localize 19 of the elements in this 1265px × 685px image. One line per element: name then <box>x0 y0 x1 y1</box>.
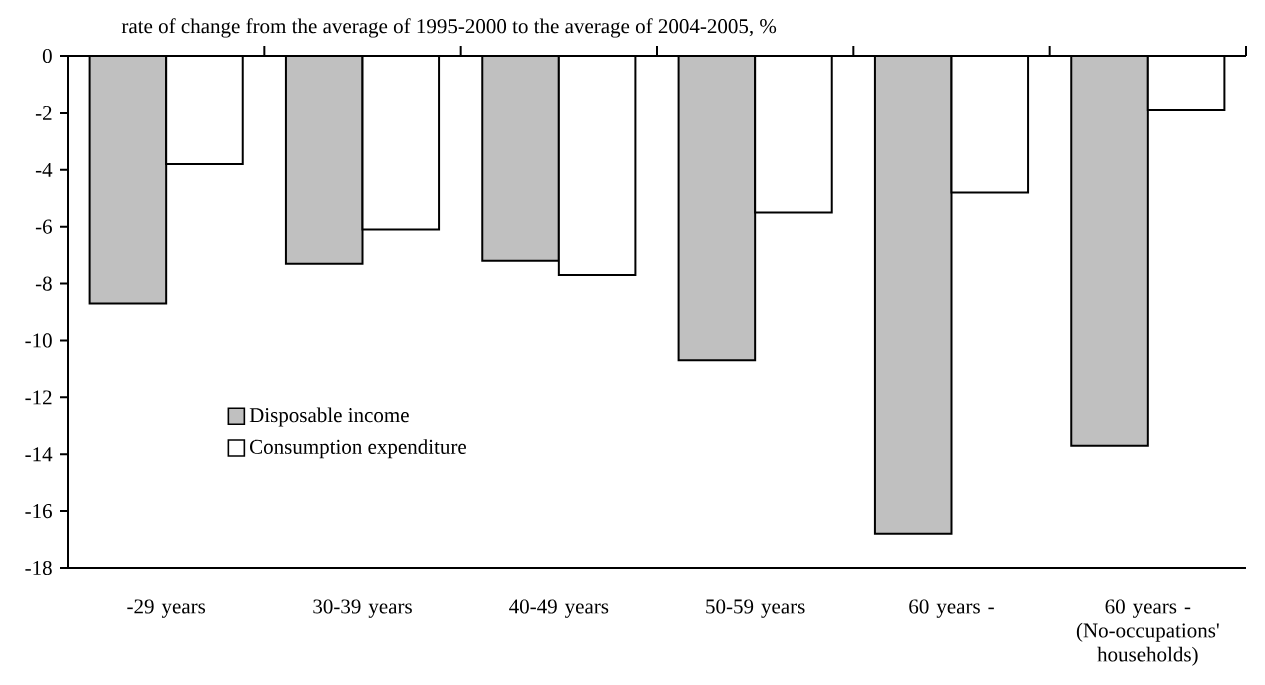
y-tick-label: -14 <box>25 447 53 462</box>
y-tick-label: -18 <box>25 560 52 576</box>
x-tick-label: 60 years - <box>909 599 994 618</box>
y-tick-label: -8 <box>35 276 52 291</box>
legend-label: Consumption expenditure <box>250 439 466 459</box>
y-tick-label: 0 <box>42 48 52 64</box>
x-tick-label: 30-39 years <box>313 599 412 618</box>
y-tick-label: -6 <box>35 219 52 234</box>
x-tick-label: 50-59 years <box>706 599 805 618</box>
x-tick-label: 60 years - (No-occupations' households) <box>1076 599 1219 666</box>
legend-label: Disposable income <box>249 407 409 427</box>
x-tick-label: -29 years <box>127 599 206 618</box>
y-tick-label: -2 <box>35 105 52 120</box>
y-tick-label: -12 <box>25 390 52 405</box>
x-tick-label: 40-49 years <box>509 599 609 618</box>
y-tick-label: -4 <box>35 162 53 177</box>
y-tick-label: -10 <box>25 333 52 348</box>
y-tick-label: -16 <box>25 504 52 519</box>
y-axis-title: rate of change from the average of 1995-2000 to the average of 2004-2005, % <box>121 18 777 38</box>
